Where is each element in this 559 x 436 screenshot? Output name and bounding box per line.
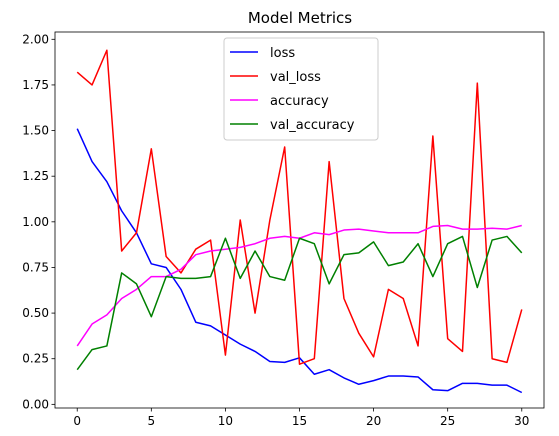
x-tick-label: 15 bbox=[292, 414, 307, 428]
legend-label: loss bbox=[270, 46, 295, 61]
y-tick-label: 2.00 bbox=[22, 32, 49, 46]
series-lines bbox=[76, 49, 523, 394]
y-tick-label: 1.00 bbox=[22, 215, 49, 229]
y-tick-label: 0.75 bbox=[22, 260, 49, 274]
y-tick-label: 0.50 bbox=[22, 306, 49, 320]
x-tick-label: 5 bbox=[147, 414, 155, 428]
y-tick-label: 1.25 bbox=[22, 169, 49, 183]
series-line-val-loss bbox=[76, 49, 523, 365]
legend-label: val_accuracy bbox=[270, 118, 355, 133]
y-tick-label: 0.25 bbox=[22, 352, 49, 366]
y-tick-label: 1.75 bbox=[22, 78, 49, 92]
series-line-loss bbox=[76, 128, 523, 394]
axis-ticks: 0 5 10 15 20 25 30 0.00 0.25 0.50 0.75 1.00 1.25 1.50… bbox=[22, 32, 529, 428]
chart-title: Model Metrics bbox=[248, 9, 352, 27]
y-tick-label: 1.50 bbox=[22, 124, 49, 138]
legend: loss val_loss accuracy val_accuracy bbox=[223, 37, 379, 141]
x-tick-label: 10 bbox=[218, 414, 233, 428]
x-tick-label: 0 bbox=[73, 414, 81, 428]
series-line-accuracy bbox=[76, 224, 522, 347]
legend-label: accuracy bbox=[270, 94, 329, 109]
legend-label: val_loss bbox=[270, 70, 321, 85]
legend-box bbox=[223, 37, 379, 141]
x-tick-label: 20 bbox=[366, 414, 381, 428]
y-tick-label: 0.00 bbox=[22, 397, 49, 411]
series-line-val-accuracy bbox=[76, 235, 523, 371]
x-tick-label: 30 bbox=[514, 414, 529, 428]
x-tick-label: 25 bbox=[440, 414, 455, 428]
